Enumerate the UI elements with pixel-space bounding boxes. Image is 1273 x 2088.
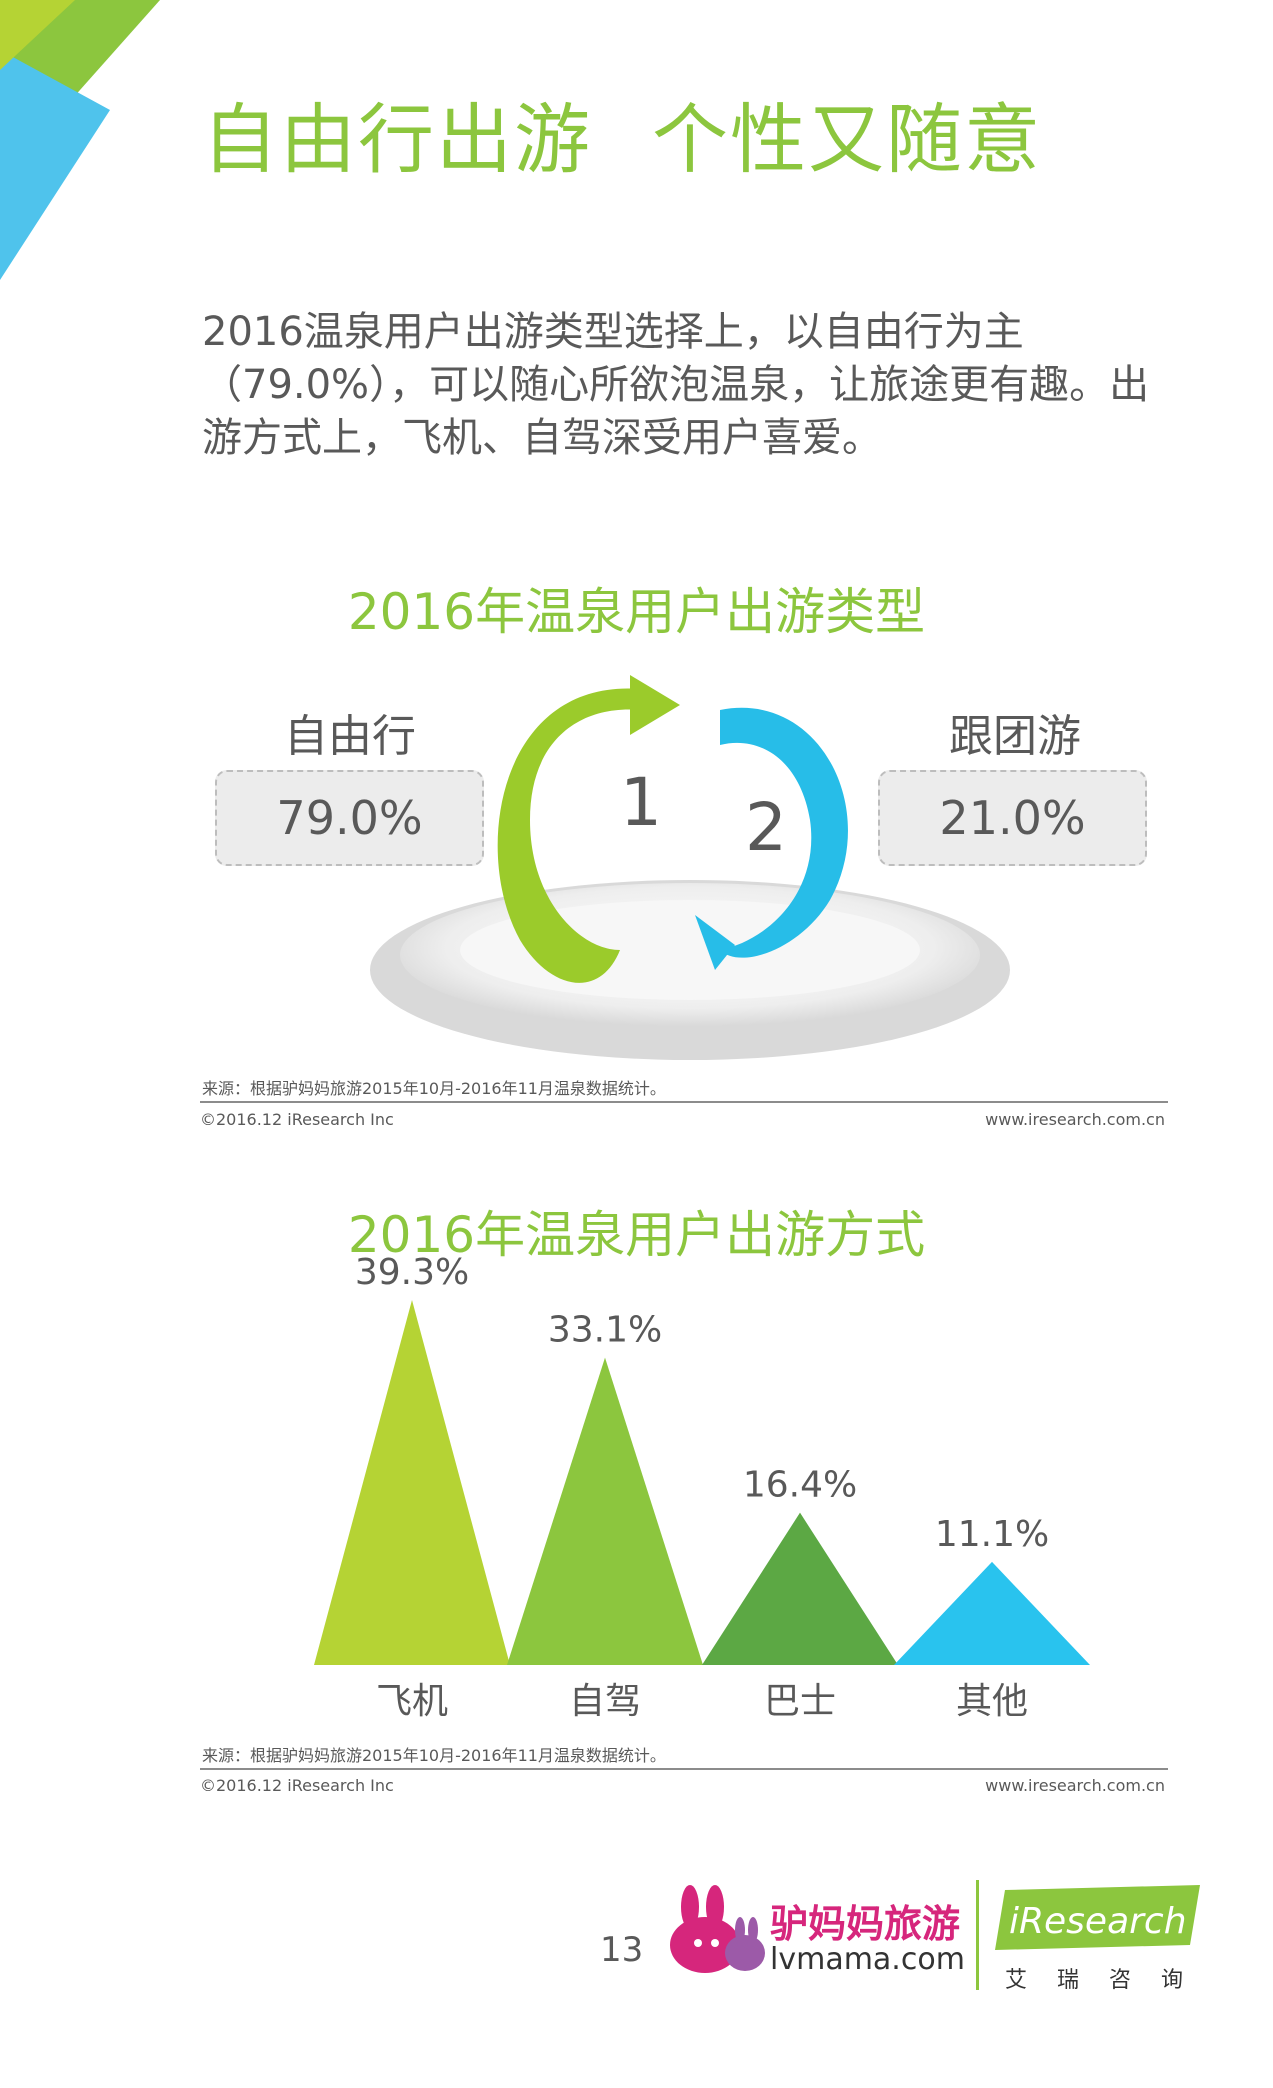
iresearch-logo-text: iResearch [1009,1901,1187,1942]
bar-1 [314,1300,510,1665]
chart1-url: www.iresearch.com.cn [985,1110,1165,1129]
data-label-1: 39.3% [355,1252,469,1293]
page-number: 13 [600,1930,644,1970]
headline-part1: 自由行出游 [202,95,592,184]
green-arc-arrow [497,688,650,983]
chart2-divider [200,1768,1168,1770]
category-label-3: 巴士 [764,1681,836,1720]
rank-2: 2 [745,789,787,866]
chart1-divider [200,1101,1168,1103]
chart1-copyright: ©2016.12 iResearch Inc [200,1110,394,1129]
chart2-copyright: ©2016.12 iResearch Inc [200,1776,394,1795]
green-arrowhead [630,675,680,735]
category-label-4: 其他 [956,1681,1028,1720]
type-value-free: 79.0% [215,770,484,866]
data-label-3: 16.4% [743,1465,857,1506]
chart1-source: 来源：根据驴妈妈旅游2015年10月-2016年11月温泉数据统计。 [202,1079,666,1098]
data-label-4: 11.1% [935,1514,1049,1555]
bar-2 [507,1357,703,1665]
data-label-2: 33.1% [548,1310,662,1351]
type-value-group: 21.0% [878,770,1147,866]
lvmama-logo-icon [670,1885,765,1973]
category-label-1: 飞机 [376,1681,448,1720]
blue-arrowhead [695,915,735,970]
rank-1: 1 [620,764,662,841]
chart2-title: 2016年温泉用户出游方式 [347,1206,926,1264]
lvmama-brand-en: lvmama.com [770,1942,965,1977]
page-headline: 自由行出游 个性又随意 [202,78,1042,188]
bar-3 [702,1512,898,1665]
brand-divider [976,1880,979,1990]
lvmama-brand-cn: 驴妈妈旅游 [770,1902,961,1946]
transport-chart: 39.3% 飞机 33.1% 自驾 16.4% 巴士 11.1% 其他 [314,1252,1090,1720]
bar-4 [894,1561,1090,1665]
corner-decoration [0,0,160,280]
chart2-url: www.iresearch.com.cn [985,1776,1165,1795]
headline-part2: 个性又随意 [652,95,1042,184]
type-label-free: 自由行 [284,711,416,762]
cycle-graphic: 1 2 [370,675,1010,1060]
iresearch-logo-badge: iResearch [995,1885,1200,1950]
blue-arc-arrow [720,707,848,958]
type-label-group: 跟团游 [949,711,1081,762]
intro-paragraph: 2016温泉用户出游类型选择上，以自由行为主（79.0%），可以随心所欲泡温泉，… [202,309,1150,461]
iresearch-brand-cn: 艾瑞咨询 [1005,1968,1214,1993]
chart1-title: 2016年温泉用户出游类型 [347,583,926,641]
chart2-source: 来源：根据驴妈妈旅游2015年10月-2016年11月温泉数据统计。 [202,1746,666,1765]
category-label-2: 自驾 [569,1681,641,1720]
